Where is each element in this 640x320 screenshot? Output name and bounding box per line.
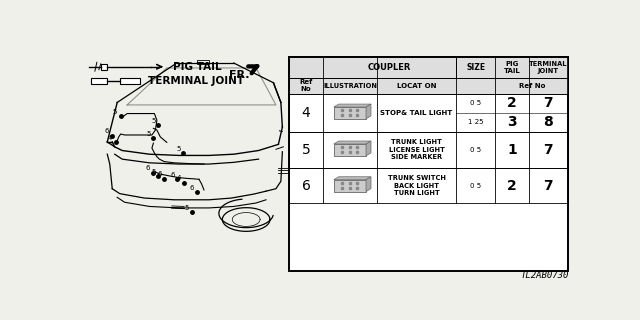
Text: 6: 6	[170, 172, 175, 178]
Text: 1: 1	[507, 143, 517, 157]
Text: TERMINAL JOINT: TERMINAL JOINT	[148, 76, 244, 86]
Bar	[289, 57, 568, 78]
Text: 5: 5	[151, 118, 156, 124]
Text: 1 25: 1 25	[468, 119, 483, 125]
Polygon shape	[334, 177, 371, 180]
Text: 7: 7	[543, 96, 553, 110]
Bar	[196, 60, 209, 64]
Text: 6: 6	[157, 172, 162, 177]
Text: STOP& TAIL LIGHT: STOP& TAIL LIGHT	[380, 110, 452, 116]
Text: Ref
No: Ref No	[300, 79, 312, 92]
Text: 3: 3	[507, 116, 517, 130]
Polygon shape	[334, 104, 371, 107]
Text: 6: 6	[104, 128, 109, 134]
Polygon shape	[334, 141, 371, 144]
Text: 6: 6	[190, 185, 195, 191]
Text: 6: 6	[146, 165, 150, 171]
Text: 5: 5	[176, 146, 180, 152]
Polygon shape	[366, 177, 371, 192]
Bar	[334, 180, 366, 192]
Text: 5: 5	[184, 205, 189, 211]
Text: TL2AB0730: TL2AB0730	[520, 271, 568, 280]
Text: 5: 5	[151, 169, 156, 175]
Text: 0 5: 0 5	[470, 147, 481, 153]
Text: 0 5: 0 5	[470, 100, 481, 106]
Bar	[289, 78, 568, 94]
Bar	[120, 77, 140, 84]
Text: COUPLER: COUPLER	[367, 63, 411, 72]
Text: TERMINAL
JOINT: TERMINAL JOINT	[529, 61, 568, 74]
Text: PIG
TAIL: PIG TAIL	[504, 61, 520, 74]
Text: SIZE: SIZE	[466, 63, 485, 72]
Bar	[92, 78, 108, 84]
Text: ILLUSTRATION: ILLUSTRATION	[323, 83, 377, 89]
Bar	[289, 57, 568, 271]
Text: TRUNK SWITCH
BACK LIGHT
TURN LIGHT: TRUNK SWITCH BACK LIGHT TURN LIGHT	[388, 175, 445, 196]
Text: 8: 8	[543, 116, 553, 130]
Text: 4: 4	[108, 135, 113, 141]
Polygon shape	[366, 104, 371, 119]
Text: 5: 5	[147, 131, 150, 137]
Text: 5: 5	[301, 143, 310, 157]
Bar	[334, 144, 366, 156]
Text: TRUNK LIGHT
LICENSE LIGHT
SIDE MARKER: TRUNK LIGHT LICENSE LIGHT SIDE MARKER	[388, 140, 445, 160]
Text: 2: 2	[507, 179, 517, 193]
Text: 7: 7	[543, 143, 553, 157]
Text: 4: 4	[301, 106, 310, 120]
Text: Ref No: Ref No	[518, 83, 545, 89]
Text: 6: 6	[301, 179, 310, 193]
Bar	[334, 107, 366, 119]
Text: FR.: FR.	[229, 70, 250, 80]
Bar	[289, 57, 568, 271]
Text: PIG TAIL: PIG TAIL	[173, 62, 222, 72]
Text: 2: 2	[507, 96, 517, 110]
Text: 7: 7	[543, 179, 553, 193]
Text: LOCAT ON: LOCAT ON	[397, 83, 436, 89]
Text: 0 5: 0 5	[470, 183, 481, 188]
Bar	[101, 64, 108, 70]
Text: 5: 5	[113, 108, 117, 115]
Polygon shape	[366, 141, 371, 156]
Text: 4: 4	[177, 175, 181, 181]
